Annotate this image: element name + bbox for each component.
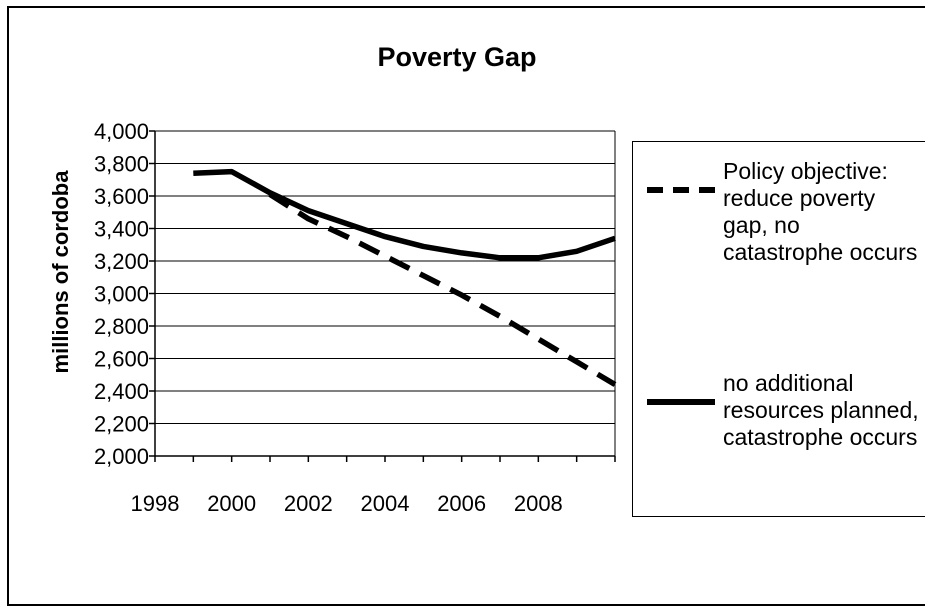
- chart-title: Poverty Gap: [377, 42, 537, 72]
- y-tick-label: 4,000: [94, 119, 149, 144]
- legend-label-no-additional-resources: no additional resources planned, catastr…: [723, 370, 919, 450]
- x-tick-label: 2006: [437, 491, 486, 516]
- legend: Policy objective: reduce poverty gap, no…: [632, 141, 925, 517]
- series-line-policy-objective: [268, 192, 617, 387]
- y-tick-label: 3,000: [94, 282, 149, 307]
- y-tick-labels: 4,000 3,800 3,600 3,400 3,200 3,000 2,800 2,600…: [94, 119, 149, 469]
- series-lines: [193, 168, 617, 387]
- x-tick-label: 2004: [361, 491, 410, 516]
- y-tick-label: 2,000: [94, 444, 149, 469]
- y-tick-label: 3,200: [94, 249, 149, 274]
- x-tick-label: 2008: [514, 491, 563, 516]
- y-tick-label: 2,800: [94, 314, 149, 339]
- plot-area: 4,000 3,800 3,600 3,400 3,200 3,000 2,800 2,600…: [94, 119, 617, 516]
- y-tick-label: 3,800: [94, 152, 149, 177]
- x-tick-labels: 1998 2000 2002 2004 2006 2008: [131, 491, 563, 516]
- y-tick-label: 3,400: [94, 217, 149, 242]
- x-tick-label: 2000: [207, 491, 256, 516]
- y-tick-label: 2,200: [94, 412, 149, 437]
- x-tick-label: 1998: [131, 491, 180, 516]
- y-tick-label: 2,400: [94, 379, 149, 404]
- y-tick-label: 2,600: [94, 347, 149, 372]
- x-tick-label: 2002: [284, 491, 333, 516]
- gridlines: [155, 130, 615, 457]
- series-line-no-additional-resources: [193, 168, 616, 261]
- axes: [149, 130, 616, 462]
- y-tick-label: 3,600: [94, 184, 149, 209]
- legend-swatch-dashed: [647, 187, 715, 193]
- legend-label-policy-objective: Policy objective: reduce poverty gap, no…: [723, 158, 918, 265]
- legend-swatch-solid: [647, 399, 715, 405]
